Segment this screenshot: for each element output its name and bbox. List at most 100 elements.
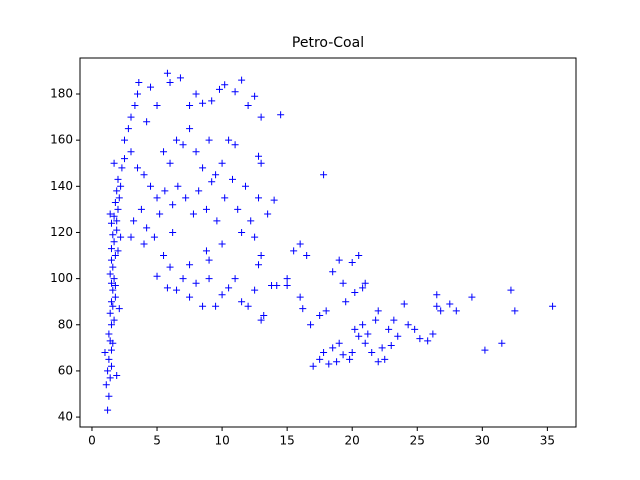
marker [113, 372, 121, 380]
marker [255, 194, 263, 202]
marker [117, 233, 125, 241]
marker [106, 374, 114, 382]
marker [374, 307, 382, 315]
y-tick-label: 120 [50, 225, 73, 239]
marker [264, 210, 272, 218]
marker [134, 90, 142, 98]
marker [186, 125, 194, 133]
marker [104, 367, 112, 375]
marker [161, 187, 169, 195]
marker [234, 205, 242, 213]
marker [105, 355, 113, 363]
marker [355, 252, 363, 260]
marker [283, 275, 291, 283]
marker [169, 201, 177, 209]
marker [346, 355, 354, 363]
marker [242, 182, 250, 190]
marker [511, 307, 519, 315]
marker [166, 263, 174, 271]
marker [378, 344, 386, 352]
marker [101, 348, 109, 356]
marker [244, 302, 252, 310]
marker [109, 231, 117, 239]
marker [160, 252, 168, 260]
marker [107, 362, 115, 370]
marker [468, 293, 476, 301]
marker [244, 102, 252, 110]
marker [179, 275, 187, 283]
marker [231, 275, 239, 283]
marker [342, 298, 350, 306]
marker [218, 240, 226, 248]
marker [218, 159, 226, 167]
marker [124, 125, 132, 133]
marker [437, 307, 445, 315]
marker [115, 305, 123, 313]
marker [225, 284, 233, 292]
marker [231, 141, 239, 149]
marker [231, 88, 239, 96]
plot-area [101, 69, 557, 414]
marker [416, 335, 424, 343]
marker [212, 171, 220, 179]
marker [221, 194, 229, 202]
marker [387, 342, 395, 350]
marker [117, 182, 125, 190]
marker [307, 321, 315, 329]
marker [143, 118, 151, 126]
marker [208, 178, 216, 186]
marker [361, 339, 369, 347]
marker [114, 247, 122, 255]
marker [179, 141, 187, 149]
marker [192, 90, 200, 98]
marker [257, 252, 265, 260]
marker [173, 286, 181, 294]
marker [127, 233, 135, 241]
marker [169, 228, 177, 236]
marker [433, 291, 441, 299]
marker [212, 302, 220, 310]
marker [114, 175, 122, 183]
marker [374, 358, 382, 366]
marker [118, 164, 126, 172]
marker [361, 279, 369, 287]
marker [329, 344, 337, 352]
marker [182, 194, 190, 202]
marker [339, 279, 347, 287]
marker [251, 233, 259, 241]
marker [411, 325, 419, 333]
x-tick-label: 0 [88, 434, 96, 448]
marker [150, 233, 158, 241]
marker [153, 272, 161, 280]
marker [260, 312, 268, 320]
marker [147, 83, 155, 91]
y-tick-label: 100 [50, 271, 73, 285]
marker [549, 302, 557, 310]
marker [277, 111, 285, 119]
marker [111, 293, 119, 301]
marker [238, 298, 246, 306]
y-tick-label: 140 [50, 179, 73, 193]
marker [404, 321, 412, 329]
marker [481, 346, 489, 354]
marker [143, 224, 151, 232]
marker [199, 99, 207, 107]
x-tick-label: 20 [345, 434, 360, 448]
marker [106, 270, 114, 278]
x-tick-label: 5 [153, 434, 161, 448]
marker [290, 247, 298, 255]
marker [296, 240, 304, 248]
marker [364, 330, 372, 338]
marker [186, 102, 194, 110]
marker [385, 325, 393, 333]
marker [320, 171, 328, 179]
marker [333, 358, 341, 366]
marker [153, 194, 161, 202]
marker [195, 187, 203, 195]
marker [127, 148, 135, 156]
marker [381, 355, 389, 363]
marker [325, 360, 333, 368]
marker [390, 316, 398, 324]
marker [174, 182, 182, 190]
